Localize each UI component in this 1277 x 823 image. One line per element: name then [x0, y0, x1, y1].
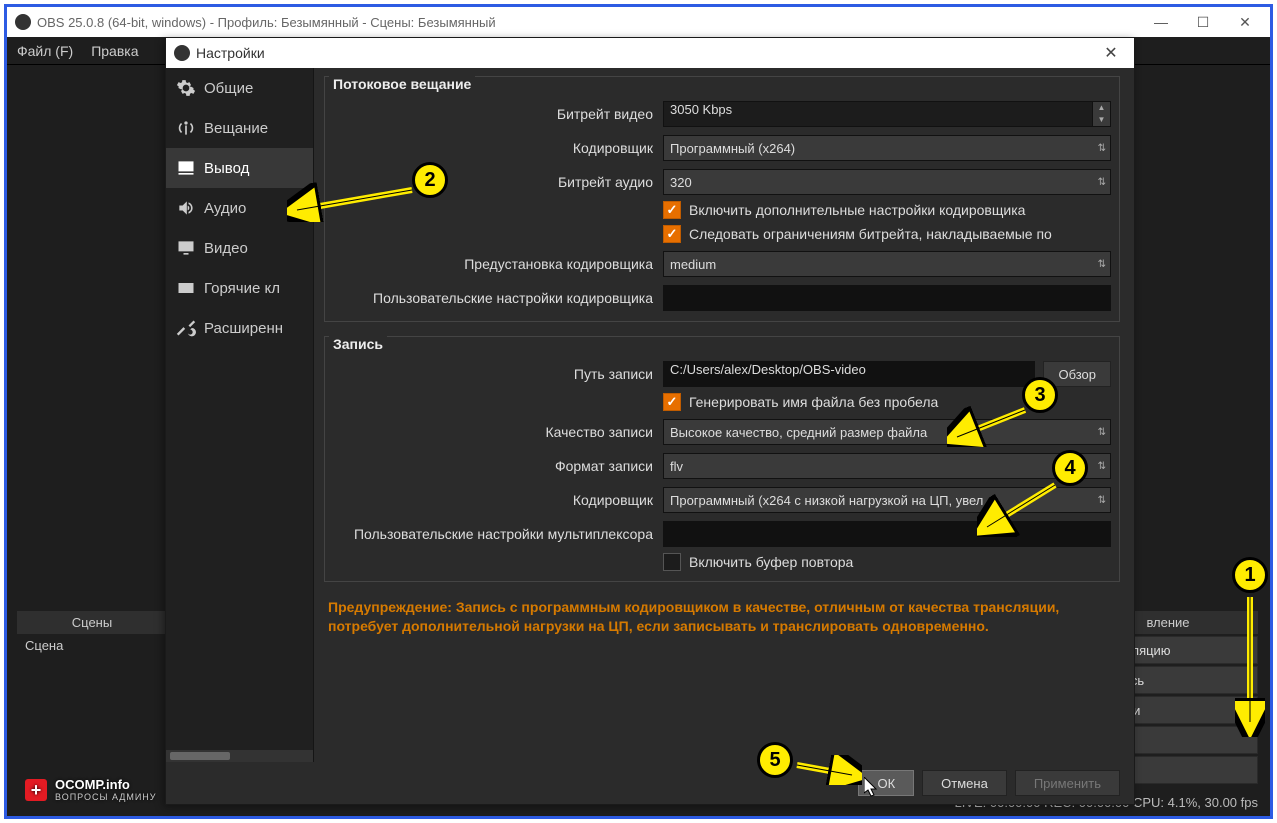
- gear-icon: [176, 78, 196, 98]
- sidebar-label: Аудио: [204, 200, 246, 217]
- monitor-icon: [176, 238, 196, 258]
- output-icon: [176, 158, 196, 178]
- recording-title: Запись: [329, 336, 387, 352]
- window-controls: — ☐ ✕: [1152, 14, 1254, 31]
- rec-encoder-label: Кодировщик: [333, 492, 663, 508]
- audio-icon: [176, 198, 196, 218]
- settings-content: Потоковое вещание Битрейт видео 3050 Kbp…: [314, 68, 1134, 762]
- settings-title: Настройки: [196, 45, 1096, 61]
- main-window-title: OBS 25.0.8 (64-bit, windows) - Профиль: …: [37, 15, 1152, 30]
- sidebar-label: Общие: [204, 80, 253, 97]
- bitrate-limits-checkbox[interactable]: [663, 225, 681, 243]
- apply-button[interactable]: Применить: [1015, 770, 1120, 796]
- close-button[interactable]: ✕: [1236, 14, 1254, 31]
- sidebar-item-output[interactable]: Вывод: [166, 148, 313, 188]
- advanced-encoder-checkbox[interactable]: [663, 201, 681, 219]
- annotation-frame: OBS 25.0.8 (64-bit, windows) - Профиль: …: [4, 4, 1273, 819]
- quality-select[interactable]: Высокое качество, средний размер файла: [663, 419, 1111, 445]
- recording-path-input[interactable]: C:/Users/alex/Desktop/OBS-video: [663, 361, 1035, 387]
- ok-button[interactable]: ОК: [858, 770, 914, 796]
- video-bitrate-label: Битрейт видео: [333, 106, 663, 122]
- sidebar-label: Видео: [204, 240, 248, 257]
- minimize-button[interactable]: —: [1152, 14, 1170, 31]
- obs-main-window: OBS 25.0.8 (64-bit, windows) - Профиль: …: [7, 7, 1270, 816]
- format-label: Формат записи: [333, 458, 663, 474]
- tools-icon: [176, 318, 196, 338]
- scene-item[interactable]: Сцена: [17, 634, 167, 657]
- rec-encoder-select[interactable]: Программный (x264 с низкой нагрузкой на …: [663, 487, 1111, 513]
- gen-filename-label: Генерировать имя файла без пробела: [689, 394, 938, 410]
- sidebar-item-hotkeys[interactable]: Горячие кл: [166, 268, 313, 308]
- sidebar-label: Расширенн: [204, 320, 283, 337]
- custom-encoder-label: Пользовательские настройки кодировщика: [333, 290, 663, 306]
- sidebar-label: Горячие кл: [204, 280, 280, 297]
- keyboard-icon: [176, 278, 196, 298]
- advanced-encoder-label: Включить дополнительные настройки кодиро…: [689, 202, 1025, 218]
- settings-sidebar: Общие Вещание Вывод Аудио: [166, 68, 314, 762]
- settings-titlebar: Настройки ✕: [166, 38, 1134, 68]
- streaming-group: Потоковое вещание Битрейт видео 3050 Kbp…: [324, 76, 1120, 322]
- antenna-icon: [176, 118, 196, 138]
- recording-group: Запись Путь записи C:/Users/alex/Desktop…: [324, 336, 1120, 582]
- sidebar-item-stream[interactable]: Вещание: [166, 108, 313, 148]
- mux-input[interactable]: [663, 521, 1111, 547]
- warning-text: Предупреждение: Запись с программным код…: [328, 598, 1116, 636]
- sidebar-item-video[interactable]: Видео: [166, 228, 313, 268]
- sidebar-scrollbar[interactable]: [166, 750, 313, 762]
- video-bitrate-spinner[interactable]: ▲▼: [1093, 101, 1111, 127]
- streaming-title: Потоковое вещание: [329, 76, 475, 92]
- preset-select[interactable]: medium: [663, 251, 1111, 277]
- audio-bitrate-select[interactable]: 320: [663, 169, 1111, 195]
- watermark-brand: OCOMP.info: [55, 777, 130, 792]
- path-label: Путь записи: [333, 366, 663, 382]
- encoder-select[interactable]: Программный (x264): [663, 135, 1111, 161]
- encoder-label: Кодировщик: [333, 140, 663, 156]
- menu-file[interactable]: Файл (F): [17, 43, 73, 59]
- bitrate-limits-label: Следовать ограничениям битрейта, наклады…: [689, 226, 1052, 242]
- sidebar-item-audio[interactable]: Аудио: [166, 188, 313, 228]
- watermark-sub: ВОПРОСЫ АДМИНУ: [55, 792, 157, 802]
- cancel-button[interactable]: Отмена: [922, 770, 1007, 796]
- scenes-title: Сцены: [17, 611, 167, 634]
- sidebar-item-general[interactable]: Общие: [166, 68, 313, 108]
- maximize-button[interactable]: ☐: [1194, 14, 1212, 31]
- replay-buffer-checkbox[interactable]: [663, 553, 681, 571]
- obs-logo-icon: [174, 45, 190, 61]
- watermark: + OCOMP.info ВОПРОСЫ АДМИНУ: [25, 777, 157, 802]
- main-titlebar: OBS 25.0.8 (64-bit, windows) - Профиль: …: [7, 7, 1270, 37]
- preset-label: Предустановка кодировщика: [333, 256, 663, 272]
- watermark-plus-icon: +: [25, 779, 47, 801]
- dialog-buttons: ОК Отмена Применить: [166, 762, 1134, 804]
- sidebar-item-advanced[interactable]: Расширенн: [166, 308, 313, 348]
- menu-edit[interactable]: Правка: [91, 43, 138, 59]
- settings-close-button[interactable]: ✕: [1096, 43, 1126, 63]
- quality-label: Качество записи: [333, 424, 663, 440]
- gen-filename-checkbox[interactable]: [663, 393, 681, 411]
- custom-encoder-input[interactable]: [663, 285, 1111, 311]
- sidebar-label: Вещание: [204, 120, 268, 137]
- settings-dialog: Настройки ✕ Общие Вещание Вывод: [165, 37, 1135, 805]
- audio-bitrate-label: Битрейт аудио: [333, 174, 663, 190]
- mux-label: Пользовательские настройки мультиплексор…: [333, 526, 663, 542]
- settings-body: Общие Вещание Вывод Аудио: [166, 68, 1134, 762]
- browse-button[interactable]: Обзор: [1043, 361, 1111, 387]
- obs-logo-icon: [15, 14, 31, 30]
- format-select[interactable]: flv: [663, 453, 1111, 479]
- replay-buffer-label: Включить буфер повтора: [689, 554, 853, 570]
- video-bitrate-input[interactable]: 3050 Kbps: [663, 101, 1093, 127]
- scenes-panel: Сцены Сцена: [17, 611, 167, 657]
- sidebar-label: Вывод: [204, 160, 249, 177]
